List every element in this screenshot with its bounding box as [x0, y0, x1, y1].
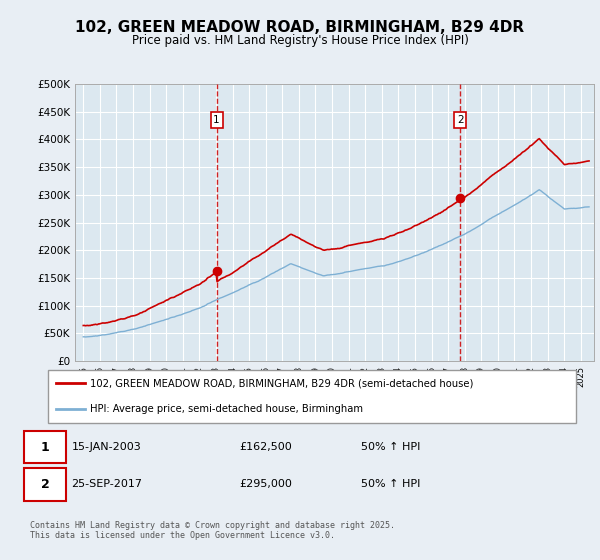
Text: 102, GREEN MEADOW ROAD, BIRMINGHAM, B29 4DR (semi-detached house): 102, GREEN MEADOW ROAD, BIRMINGHAM, B29 … [90, 379, 473, 389]
Text: 50% ↑ HPI: 50% ↑ HPI [361, 479, 421, 489]
Text: 2: 2 [41, 478, 49, 491]
Text: 50% ↑ HPI: 50% ↑ HPI [361, 442, 421, 452]
Text: 102, GREEN MEADOW ROAD, BIRMINGHAM, B29 4DR: 102, GREEN MEADOW ROAD, BIRMINGHAM, B29 … [76, 20, 524, 35]
Text: HPI: Average price, semi-detached house, Birmingham: HPI: Average price, semi-detached house,… [90, 404, 363, 414]
Text: 1: 1 [213, 115, 220, 125]
Text: Price paid vs. HM Land Registry's House Price Index (HPI): Price paid vs. HM Land Registry's House … [131, 34, 469, 46]
Text: 2: 2 [457, 115, 464, 125]
Text: 15-JAN-2003: 15-JAN-2003 [71, 442, 141, 452]
Text: £162,500: £162,500 [240, 442, 293, 452]
FancyBboxPatch shape [25, 468, 66, 501]
FancyBboxPatch shape [48, 370, 576, 423]
Text: 25-SEP-2017: 25-SEP-2017 [71, 479, 142, 489]
Text: Contains HM Land Registry data © Crown copyright and database right 2025.
This d: Contains HM Land Registry data © Crown c… [30, 521, 395, 540]
FancyBboxPatch shape [25, 431, 66, 463]
Text: 1: 1 [41, 441, 49, 454]
Text: £295,000: £295,000 [240, 479, 293, 489]
